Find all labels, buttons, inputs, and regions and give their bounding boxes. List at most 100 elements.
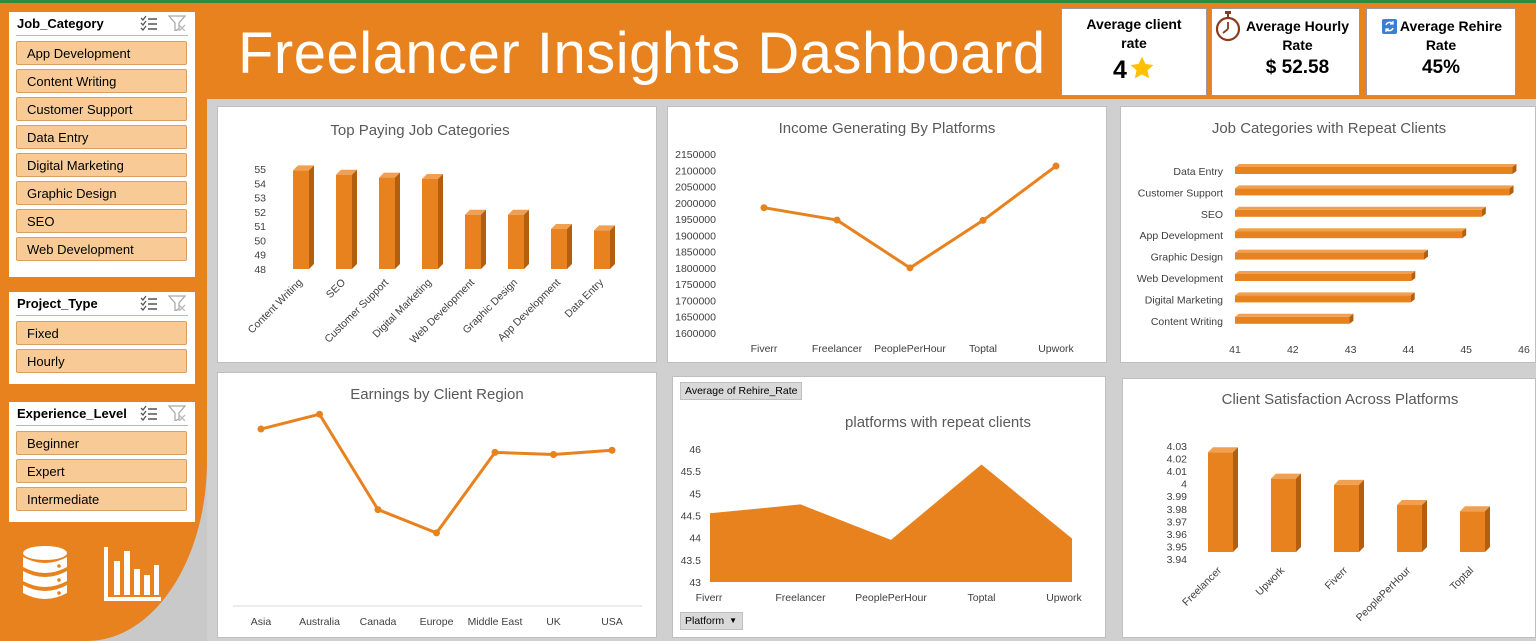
bar-side bbox=[1349, 313, 1354, 324]
bar-side bbox=[1296, 473, 1301, 552]
slicer-header: Experience_Level bbox=[16, 402, 188, 426]
y-tick-label: App Development bbox=[1140, 230, 1224, 242]
slicer-item[interactable]: Hourly bbox=[16, 349, 187, 373]
bar-side bbox=[352, 169, 357, 269]
chart-svg: Income Generating By Platforms 1600000 165… bbox=[675, 120, 1074, 355]
y-tick-label: Web Development bbox=[1137, 273, 1223, 285]
clear-filter-icon[interactable] bbox=[168, 405, 186, 421]
multi-select-icon[interactable] bbox=[140, 15, 158, 31]
slicer-item[interactable]: Digital Marketing bbox=[16, 153, 187, 177]
y-tick-label: 43.5 bbox=[681, 555, 702, 567]
bar-side bbox=[1509, 185, 1514, 196]
y-tick-label: 1700000 bbox=[675, 295, 716, 307]
x-tick-label: PeoplePerHour bbox=[1354, 564, 1414, 624]
slicer-item[interactable]: Intermediate bbox=[16, 487, 187, 511]
chart-platform-repeat: platforms with repeat clients 43 43.5 44 44.… bbox=[672, 376, 1106, 638]
y-tick-label: 1950000 bbox=[675, 214, 716, 226]
x-tick-label: Canada bbox=[360, 616, 397, 628]
bar bbox=[336, 174, 352, 269]
bar bbox=[1334, 484, 1359, 552]
x-tick-label: USA bbox=[601, 616, 623, 628]
slicer-item[interactable]: Data Entry bbox=[16, 125, 187, 149]
slicer-item[interactable]: Beginner bbox=[16, 431, 187, 455]
x-tick-label: Toptal bbox=[1448, 565, 1476, 593]
kpi-label: Rate bbox=[1282, 37, 1313, 53]
bar-side bbox=[1411, 271, 1416, 281]
bar-top bbox=[1235, 185, 1514, 189]
bar bbox=[379, 177, 395, 269]
bar-top bbox=[293, 165, 314, 171]
slicer-item[interactable]: Expert bbox=[16, 459, 187, 483]
x-tick-label: Fiverr bbox=[1323, 564, 1351, 592]
refresh-icon bbox=[1382, 19, 1397, 39]
chart-earnings-region: Earnings by Client Region Asia Australia Ca… bbox=[217, 372, 657, 638]
bar-top bbox=[1460, 506, 1490, 512]
multi-select-icon[interactable] bbox=[140, 405, 158, 421]
kpi-hourly-rate: Average Hourly Rate $ 52.58 bbox=[1211, 8, 1360, 96]
kpi-value: 45% bbox=[1421, 57, 1461, 78]
bar-top bbox=[1235, 292, 1415, 296]
dropdown-arrow-icon: ▼ bbox=[729, 616, 737, 625]
area-series bbox=[710, 464, 1072, 582]
pivot-row-field-label: Platform bbox=[685, 615, 725, 627]
x-tick-label: Fiverr bbox=[751, 343, 778, 355]
y-tick-label: 49 bbox=[254, 250, 266, 262]
bar-side bbox=[1233, 447, 1238, 552]
x-tick-label: Upwork bbox=[1253, 564, 1287, 598]
bar bbox=[1208, 452, 1233, 552]
slicer-item[interactable]: Content Writing bbox=[16, 69, 187, 93]
kpi-label: Average client bbox=[1086, 16, 1182, 32]
y-tick-label: 51 bbox=[254, 221, 266, 233]
chart-client-satisfaction: Client Satisfaction Across Platforms 3.94… bbox=[1122, 378, 1536, 638]
data-point bbox=[833, 216, 841, 224]
y-tick-label: 44.5 bbox=[681, 511, 702, 523]
pivot-value-field-button[interactable]: Average of Rehire_Rate bbox=[680, 382, 803, 400]
bar-top bbox=[379, 172, 400, 178]
slicer-item[interactable]: Fixed bbox=[16, 321, 187, 345]
x-tick-label: Freelancer bbox=[775, 592, 826, 604]
series-line bbox=[260, 412, 613, 535]
y-tick-label: 1900000 bbox=[675, 230, 716, 242]
x-tick-label: 44 bbox=[1403, 344, 1415, 356]
y-tick-label: Digital Marketing bbox=[1145, 294, 1223, 306]
y-tick-label: 45 bbox=[689, 488, 701, 500]
stopwatch-icon bbox=[1215, 11, 1241, 48]
bar-side bbox=[1410, 292, 1415, 303]
data-point bbox=[608, 446, 616, 454]
bar bbox=[1235, 274, 1412, 281]
y-tick-label: 43 bbox=[689, 577, 701, 589]
bar-chart-icon bbox=[104, 547, 162, 605]
x-tick-label: Data Entry bbox=[563, 276, 607, 320]
x-tick-label: Europe bbox=[420, 616, 454, 628]
x-tick-label: 41 bbox=[1229, 344, 1241, 356]
slicer-item[interactable]: App Development bbox=[16, 41, 187, 65]
bar-side bbox=[1424, 249, 1429, 260]
y-tick-label: 1850000 bbox=[675, 247, 716, 259]
bar-top bbox=[465, 209, 486, 215]
slicer-item[interactable]: Web Development bbox=[16, 237, 187, 261]
x-tick-label: Toptal bbox=[967, 592, 995, 604]
slicer-item[interactable]: Graphic Design bbox=[16, 181, 187, 205]
y-tick-label: 2000000 bbox=[675, 198, 716, 210]
clear-filter-icon[interactable] bbox=[168, 295, 186, 311]
bar-side bbox=[395, 172, 400, 269]
y-tick-label: 3.94 bbox=[1167, 554, 1188, 566]
bar bbox=[1235, 295, 1411, 303]
slicer-item[interactable]: SEO bbox=[16, 209, 187, 233]
clear-filter-icon[interactable] bbox=[168, 15, 186, 31]
y-tick-label: 44 bbox=[689, 533, 701, 545]
bar bbox=[1235, 209, 1482, 217]
kpi-value: 4 bbox=[1113, 56, 1127, 84]
bar bbox=[594, 230, 610, 269]
pivot-row-field-button[interactable]: Platform ▼ bbox=[680, 612, 743, 630]
x-tick-label: PeoplePerHour bbox=[855, 592, 927, 604]
kpi-value: $ 52.58 bbox=[1265, 57, 1330, 78]
slicer-item[interactable]: Customer Support bbox=[16, 97, 187, 121]
bar-side bbox=[567, 224, 572, 269]
slicer-experience-level: Experience_Level Beginner Expert Intermedi… bbox=[9, 402, 195, 522]
bar-top bbox=[336, 169, 357, 175]
x-tick-label: UK bbox=[546, 616, 561, 628]
bar-side bbox=[1422, 500, 1427, 552]
database-icon bbox=[22, 545, 68, 605]
multi-select-icon[interactable] bbox=[140, 295, 158, 311]
